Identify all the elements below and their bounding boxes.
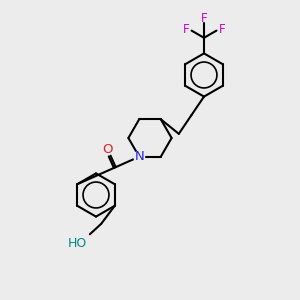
Text: F: F (219, 22, 225, 36)
Text: F: F (201, 11, 207, 25)
Text: N: N (134, 150, 144, 163)
Text: F: F (181, 22, 191, 37)
Text: F: F (183, 22, 189, 36)
Text: F: F (199, 11, 209, 26)
Text: HO: HO (68, 237, 87, 250)
Text: O: O (103, 143, 113, 156)
Text: F: F (217, 22, 227, 37)
Circle shape (134, 151, 145, 162)
